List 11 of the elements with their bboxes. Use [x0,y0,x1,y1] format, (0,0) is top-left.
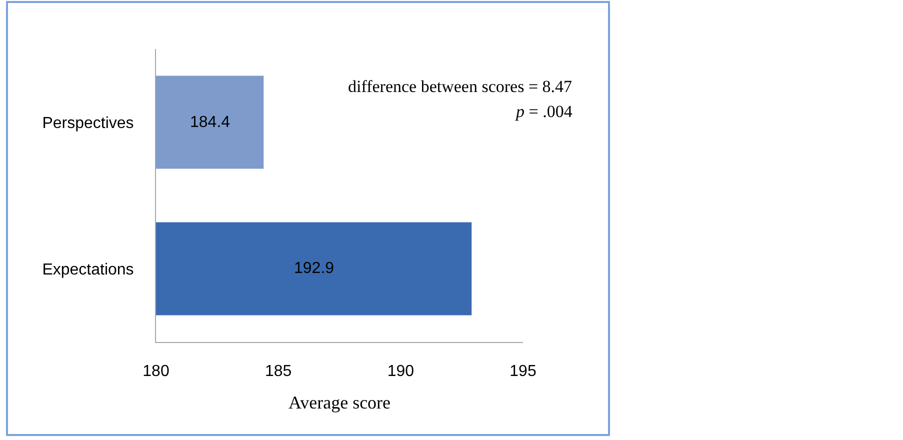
y-tick-label: Expectations [42,261,134,278]
x-tick-label: 180 [142,363,170,380]
x-tick-label: 185 [264,363,292,380]
x-tick-label: 195 [510,363,536,380]
annotation: p = .004 [515,102,573,121]
x-axis-title: Average score [288,392,391,412]
y-tick-label: Perspectives [42,114,134,132]
data-label: 192.9 [294,260,334,277]
x-tick-label: 190 [387,363,414,380]
annotation: difference between scores = 8.47 [348,77,573,96]
data-label: 184.4 [190,114,230,131]
